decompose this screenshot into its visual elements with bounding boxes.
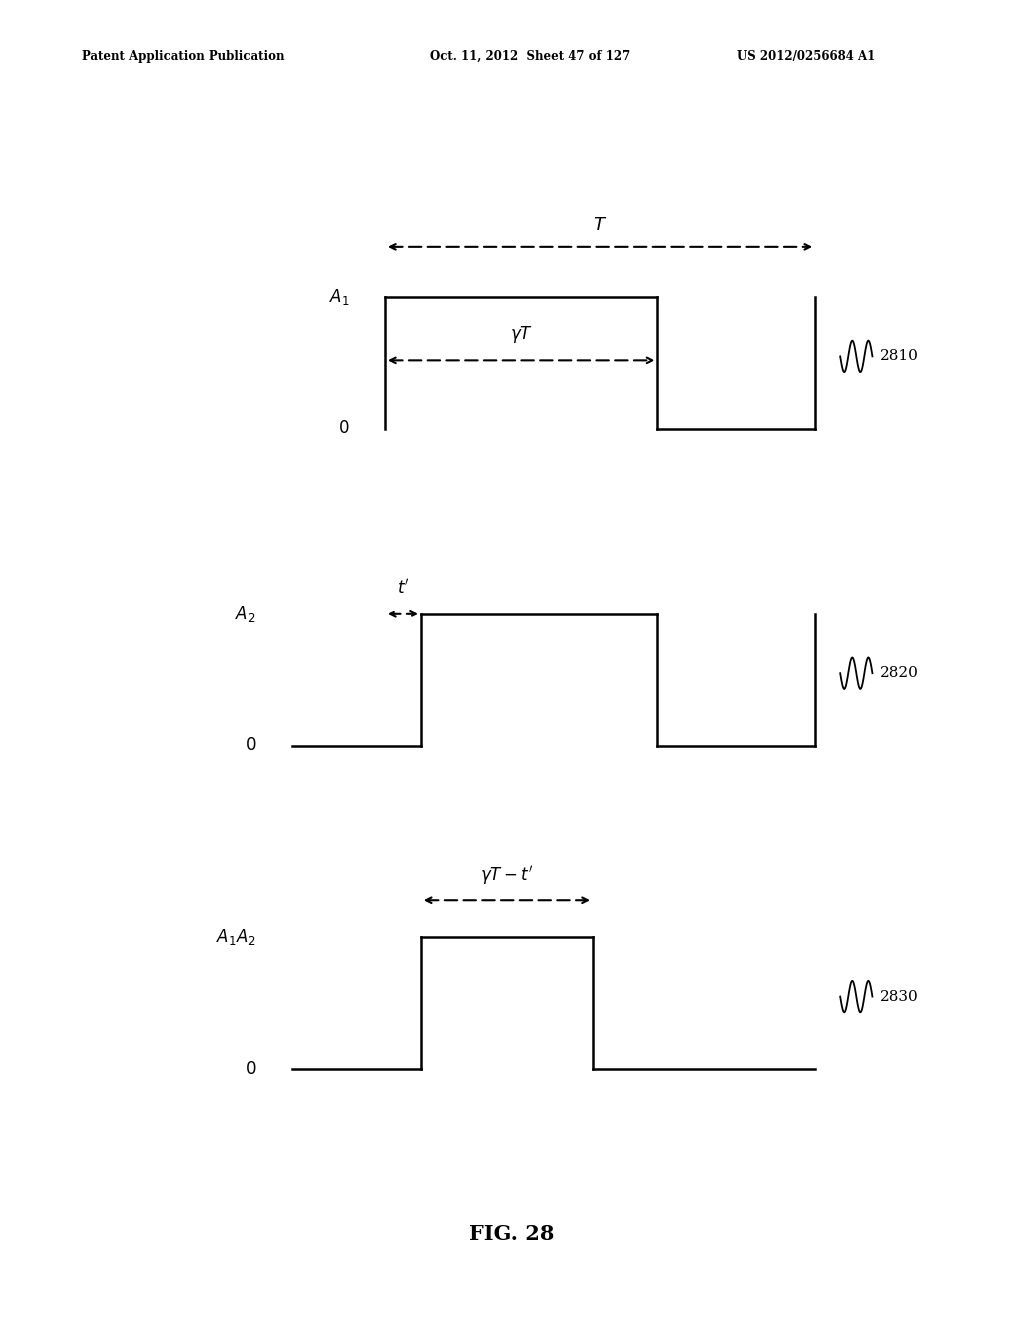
Text: $A_2$: $A_2$ (236, 603, 256, 624)
Text: US 2012/0256684 A1: US 2012/0256684 A1 (737, 50, 876, 63)
Text: 2820: 2820 (880, 667, 919, 680)
Text: 2830: 2830 (880, 990, 919, 1003)
Text: $0$: $0$ (338, 421, 349, 437)
Text: $\gamma T - t'$: $\gamma T - t'$ (480, 865, 534, 887)
Text: $T$: $T$ (593, 215, 607, 234)
Text: $A_1$: $A_1$ (329, 286, 349, 308)
Text: $t'$: $t'$ (396, 579, 410, 598)
Text: $A_1 A_2$: $A_1 A_2$ (216, 927, 256, 948)
Text: $\gamma T$: $\gamma T$ (510, 323, 532, 345)
Text: FIG. 28: FIG. 28 (469, 1224, 555, 1245)
Text: $0$: $0$ (245, 1061, 256, 1077)
Text: $0$: $0$ (245, 738, 256, 754)
Text: Patent Application Publication: Patent Application Publication (82, 50, 285, 63)
Text: 2810: 2810 (880, 350, 919, 363)
Text: Oct. 11, 2012  Sheet 47 of 127: Oct. 11, 2012 Sheet 47 of 127 (430, 50, 631, 63)
